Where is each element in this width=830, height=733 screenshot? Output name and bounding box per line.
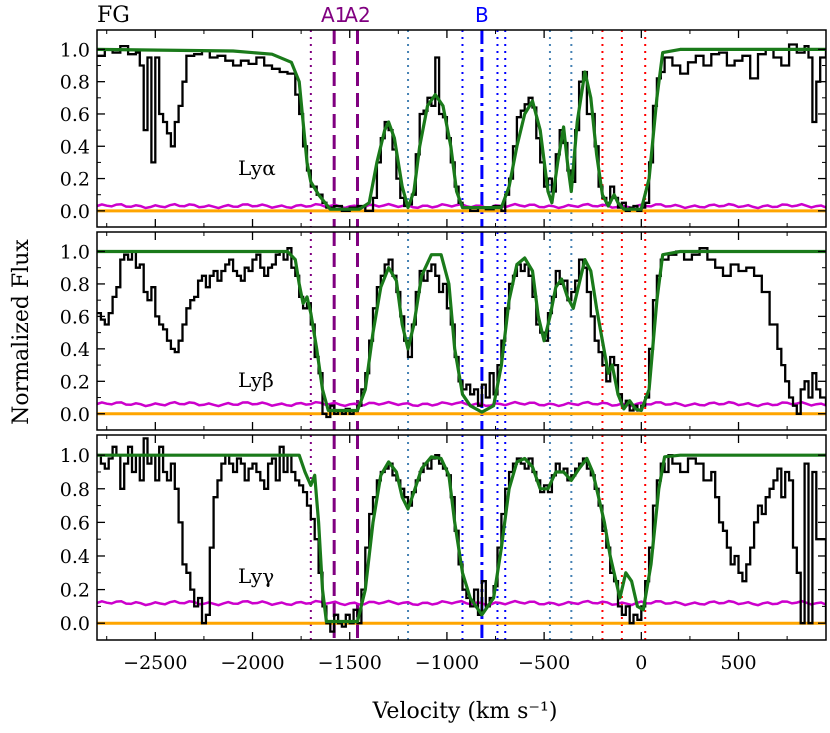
x-tick-label: 0 [635,652,647,674]
x-tick-label: 500 [720,652,756,674]
model-fit [97,249,826,414]
x-axis-label: Velocity (km s⁻¹) [372,699,558,724]
data-spectrum [97,43,826,213]
y-tick-label: 0.8 [60,72,90,94]
y-tick-label: 1.0 [60,445,90,467]
y-tick-label: 0.6 [60,104,90,126]
y-tick-label: 0.8 [60,479,90,501]
y-tick-label: 1.0 [60,39,90,61]
panel-1: 0.0 0.2 0.4 0.6 0.8 1.0 Lyα [60,29,827,228]
y-tick-label: 0.4 [60,136,90,158]
y-axis-label: Normalized Flux [9,239,34,425]
error-spectrum [97,599,826,607]
panel-3: 0.0 0.2 0.4 0.6 0.8 1.0 Lyγ [60,434,827,641]
panel-2: 0.0 0.2 0.4 0.6 0.8 1.0 Lyβ [60,231,827,431]
y-tick-label: 0.4 [60,339,90,361]
panel-frame [96,434,827,641]
x-tick-labels: −2500 −2000 −1500 −1000 −500 0 500 [123,652,756,674]
y-tick-label: 0.2 [60,580,90,602]
component-label-b: B [475,3,489,27]
y-tick-label: 0.4 [60,546,90,568]
x-tick-label: −2500 [123,652,187,674]
panel-plot-area [97,30,826,227]
y-tick-label: 0.6 [60,306,90,328]
x-tick-label: −500 [518,652,570,674]
y-tick-label: 0.8 [60,274,90,296]
component-label-a2: A2 [344,3,370,27]
x-tick-label: −1000 [415,652,479,674]
panels-group: 0.0 0.2 0.4 0.6 0.8 1.0 Lyα 0.0 0.2 0.4 0.6 0.8 1.0 L… [60,29,827,641]
y-tick-label: 0.0 [60,201,90,223]
panel-plot-area [97,435,826,640]
data-spectrum [97,437,826,633]
y-tick-label: 0.2 [60,371,90,393]
panel-frame [96,231,827,431]
y-tick-label: 0.6 [60,512,90,534]
fg-label: FG [97,3,130,28]
model-fit [97,453,826,624]
x-tick-label: −1500 [318,652,382,674]
y-tick-label: 0.0 [60,404,90,426]
panel-frame [96,29,827,228]
panel-plot-area [97,232,826,430]
y-tick-label: 0.0 [60,613,90,635]
model-fit [97,47,826,211]
ion-label: Lyγ [238,564,274,588]
component-label-a1: A1 [321,3,347,27]
y-tick-label: 0.2 [60,169,90,191]
y-tick-label: 1.0 [60,241,90,263]
ion-label: Lyα [238,156,276,180]
error-spectrum [97,400,826,408]
ion-label: Lyβ [238,368,274,392]
x-tick-label: −2000 [220,652,284,674]
